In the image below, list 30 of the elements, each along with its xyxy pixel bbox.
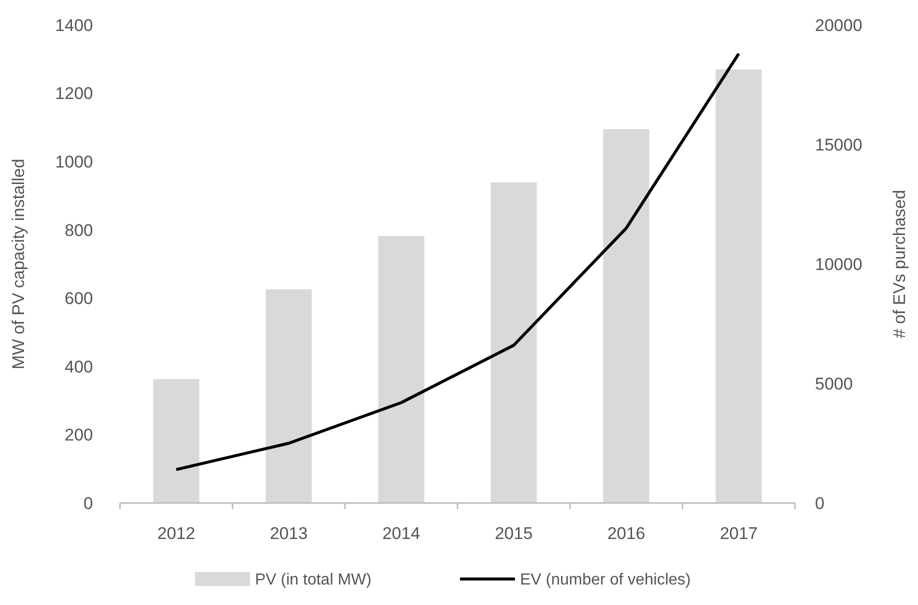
line-series — [174, 52, 740, 472]
y2-tick-label: 15000 — [815, 135, 862, 154]
x-tick-label: 2014 — [382, 524, 420, 543]
bar — [490, 182, 537, 503]
y-tick-label: 800 — [64, 220, 93, 240]
y-tick-label: 1400 — [55, 16, 93, 35]
y-tick-label: 600 — [64, 289, 93, 308]
y-tick-label: 400 — [64, 357, 93, 376]
x-tick-label: 2012 — [157, 524, 196, 543]
y-tick-label: 1200 — [55, 84, 93, 104]
y2-tick-label: 10000 — [815, 254, 862, 274]
y2-tick-label: 5000 — [815, 374, 853, 394]
x-tick-label: 2013 — [270, 524, 308, 543]
y2-axis-title: # of EVs purchased — [890, 190, 909, 338]
bar — [266, 289, 312, 503]
bar — [153, 379, 200, 503]
x-tick-label: 2015 — [494, 524, 533, 543]
y2-tick-label: 20000 — [815, 16, 862, 35]
bar — [716, 69, 762, 503]
x-tick-label: 2017 — [720, 524, 758, 543]
legend-label: PV (in total MW) — [255, 572, 372, 589]
x-tick-label: 2016 — [607, 524, 646, 543]
y-axis-title: MW of PV capacity installed — [9, 158, 28, 370]
y-tick-label: 1000 — [55, 152, 93, 172]
y2-tick-label: 0 — [815, 494, 824, 513]
bar — [603, 129, 650, 503]
legend-label: EV (number of vehicles) — [520, 572, 691, 589]
y-tick-label: 0 — [84, 494, 93, 513]
y-tick-label: 200 — [64, 426, 93, 445]
bar — [378, 236, 424, 503]
